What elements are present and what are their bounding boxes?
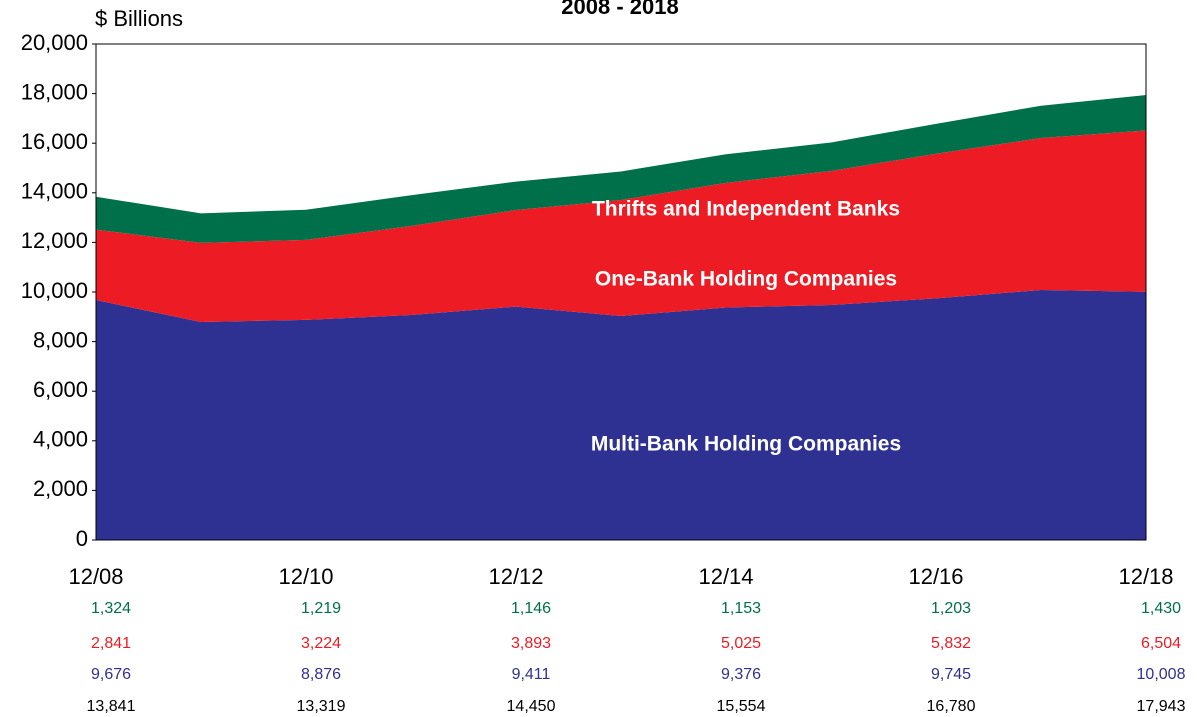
x-tick-label: 12/18	[1118, 564, 1173, 589]
legend-label: Thrifts and Independent Banks	[592, 198, 900, 221]
area	[96, 290, 1146, 540]
total-label: 13,841	[87, 698, 136, 715]
y-axis-label: $ Billions	[95, 6, 183, 31]
y-tick-label: 6,000	[33, 377, 88, 402]
value-label: 5,025	[721, 635, 761, 652]
total-label: 14,450	[507, 698, 556, 715]
x-tick-label: 12/08	[68, 564, 123, 589]
total-label: 15,554	[717, 698, 766, 715]
value-label: 9,676	[91, 666, 131, 683]
value-label: 1,219	[301, 600, 341, 617]
x-tick-label: 12/12	[488, 564, 543, 589]
area	[96, 95, 1146, 243]
y-tick-label: 2,000	[33, 476, 88, 501]
value-label: 1,324	[91, 600, 131, 617]
area	[96, 130, 1146, 323]
y-tick-label: 20,000	[21, 30, 88, 55]
value-label: 2,841	[91, 635, 131, 652]
value-label: 1,203	[931, 600, 971, 617]
y-tick-label: 0	[76, 526, 88, 551]
value-label: 1,146	[511, 600, 551, 617]
value-label: 1,153	[721, 600, 761, 617]
total-label: 17,943	[1137, 698, 1186, 715]
total-label: 13,319	[297, 698, 346, 715]
value-label: 3,224	[301, 635, 341, 652]
chart-title: 2008 - 2018	[561, 0, 678, 19]
y-tick-label: 18,000	[21, 79, 88, 104]
value-label: 3,893	[511, 635, 551, 652]
total-label: 16,780	[927, 698, 976, 715]
y-tick-label: 4,000	[33, 427, 88, 452]
value-label: 8,876	[301, 666, 341, 683]
value-label: 6,504	[1141, 635, 1181, 652]
value-label: 9,376	[721, 666, 761, 683]
y-tick-label: 10,000	[21, 278, 88, 303]
value-label: 9,411	[512, 666, 551, 683]
y-tick-label: 14,000	[21, 179, 88, 204]
value-label: 9,745	[931, 666, 971, 683]
y-tick-label: 16,000	[21, 129, 88, 154]
y-tick-label: 8,000	[33, 327, 88, 352]
value-label: 1,430	[1141, 600, 1181, 617]
value-label: 5,832	[931, 635, 971, 652]
legend-label: Multi-Bank Holding Companies	[591, 433, 901, 456]
x-tick-label: 12/16	[908, 564, 963, 589]
x-tick-label: 12/14	[698, 564, 753, 589]
x-tick-label: 12/10	[278, 564, 333, 589]
value-label: 10,008	[1137, 666, 1186, 683]
y-tick-label: 12,000	[21, 228, 88, 253]
legend-label: One-Bank Holding Companies	[595, 268, 897, 291]
